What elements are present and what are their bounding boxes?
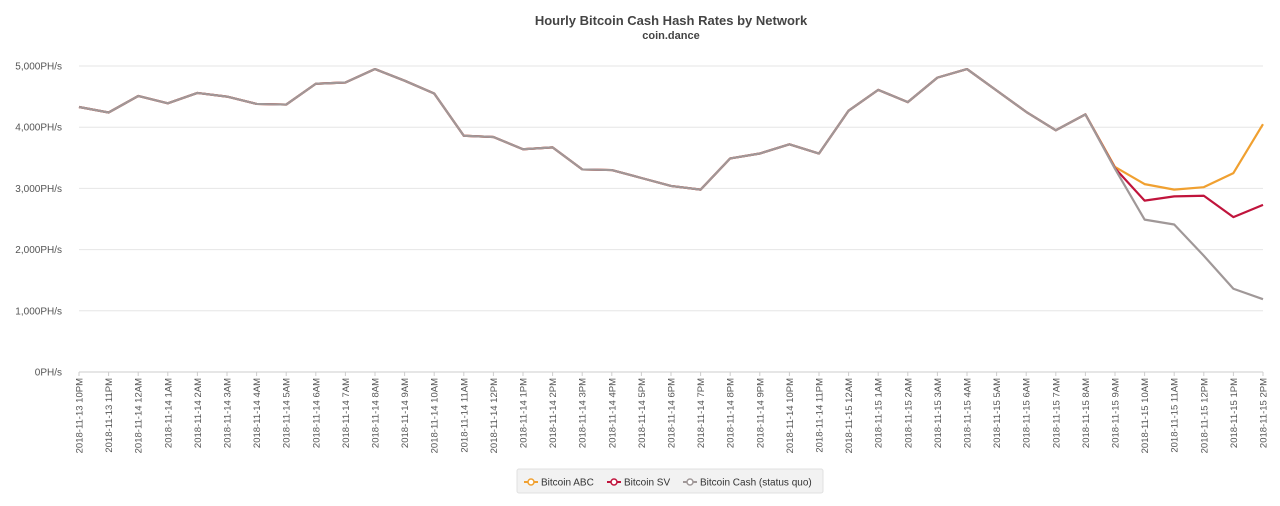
x-tick-label: 2018-11-15 11AM: [1170, 378, 1181, 453]
y-tick-label: 1,000PH/s: [15, 306, 62, 317]
x-tick-label: 2018-11-15 12AM: [844, 378, 855, 453]
x-tick-label: 2018-11-14 2PM: [548, 378, 559, 448]
x-tick-label: 2018-11-15 10AM: [1140, 378, 1151, 453]
series-line-1: [78, 67, 1264, 219]
y-tick-label: 4,000PH/s: [15, 123, 62, 134]
x-tick-label: 2018-11-14 4PM: [607, 378, 618, 448]
y-tick-label: 5,000PH/s: [15, 62, 62, 73]
y-axis-ticks: 0PH/s 1,000PH/s 2,000PH/s 3,000PH/s 4,000PH/…: [15, 62, 62, 379]
x-tick-label: 2018-11-15 1PM: [1229, 378, 1240, 448]
x-tick-label: 2018-11-14 9AM: [400, 378, 411, 448]
series-line-0: [78, 67, 1264, 191]
legend-label[interactable]: Bitcoin SV: [624, 478, 670, 489]
x-tick-label: 2018-11-14 3AM: [223, 378, 234, 448]
x-tick-label: 2018-11-15 2PM: [1259, 378, 1270, 448]
legend-marker: [686, 478, 694, 486]
x-tick-label: 2018-11-14 5PM: [637, 378, 648, 448]
x-tick-label: 2018-11-13 10PM: [75, 378, 86, 453]
legend: Bitcoin ABC Bitcoin SV Bitcoin Cash (statu…: [516, 468, 824, 494]
x-tick-label: 2018-11-14 6AM: [311, 378, 322, 448]
legend-label[interactable]: Bitcoin ABC: [541, 478, 594, 489]
series-line-2: [78, 67, 1264, 301]
x-tick-label: 2018-11-15 9AM: [1111, 378, 1122, 448]
x-tick-label: 2018-11-14 5AM: [282, 378, 293, 448]
x-tick-label: 2018-11-13 11PM: [104, 378, 115, 453]
x-tick-label: 2018-11-14 1AM: [163, 378, 174, 448]
y-tick-label: 0PH/s: [35, 368, 62, 379]
x-tick-label: 2018-11-15 7AM: [1051, 378, 1062, 448]
x-tick-label: 2018-11-14 8PM: [726, 378, 737, 448]
x-tick-label: 2018-11-14 7PM: [696, 378, 707, 448]
x-tick-label: 2018-11-14 4AM: [252, 378, 263, 448]
x-tick-label: 2018-11-14 9PM: [755, 378, 766, 448]
x-tick-label: 2018-11-14 12AM: [134, 378, 145, 453]
x-axis-ticks: 2018-11-13 10PM 2018-11-13 11PM 2018-11-14…: [75, 372, 1270, 453]
y-tick-label: 2,000PH/s: [15, 245, 62, 256]
x-tick-label: 2018-11-14 2AM: [193, 378, 204, 448]
x-tick-label: 2018-11-15 1AM: [874, 378, 885, 448]
grid-layer: [79, 65, 1263, 373]
legend-marker: [610, 478, 618, 486]
x-tick-label: 2018-11-14 6PM: [667, 378, 678, 448]
x-tick-label: 2018-11-14 11PM: [815, 378, 826, 453]
chart-subtitle: coin.dance: [642, 30, 699, 42]
x-tick-label: 2018-11-14 10AM: [430, 378, 441, 453]
chart-title: Hourly Bitcoin Cash Hash Rates by Networ…: [535, 13, 808, 28]
x-tick-label: 2018-11-15 3AM: [933, 378, 944, 448]
series-layer: [78, 67, 1264, 301]
x-tick-label: 2018-11-15 8AM: [1081, 378, 1092, 448]
legend-box: [516, 468, 824, 494]
x-tick-label: 2018-11-14 11AM: [459, 378, 470, 453]
x-tick-label: 2018-11-15 2AM: [903, 378, 914, 448]
x-tick-label: 2018-11-15 6AM: [1022, 378, 1033, 448]
y-tick-label: 3,000PH/s: [15, 184, 62, 195]
x-tick-label: 2018-11-15 4AM: [963, 378, 974, 448]
x-tick-label: 2018-11-15 5AM: [992, 378, 1003, 448]
x-tick-label: 2018-11-14 7AM: [341, 378, 352, 448]
x-tick-label: 2018-11-14 8AM: [371, 378, 382, 448]
x-tick-label: 2018-11-15 12PM: [1199, 378, 1210, 453]
legend-marker: [527, 478, 535, 486]
x-tick-label: 2018-11-14 10PM: [785, 378, 796, 453]
x-tick-label: 2018-11-14 1PM: [519, 378, 530, 448]
x-tick-label: 2018-11-14 12PM: [489, 378, 500, 453]
legend-label[interactable]: Bitcoin Cash (status quo): [700, 478, 812, 489]
x-tick-label: 2018-11-14 3PM: [578, 378, 589, 448]
